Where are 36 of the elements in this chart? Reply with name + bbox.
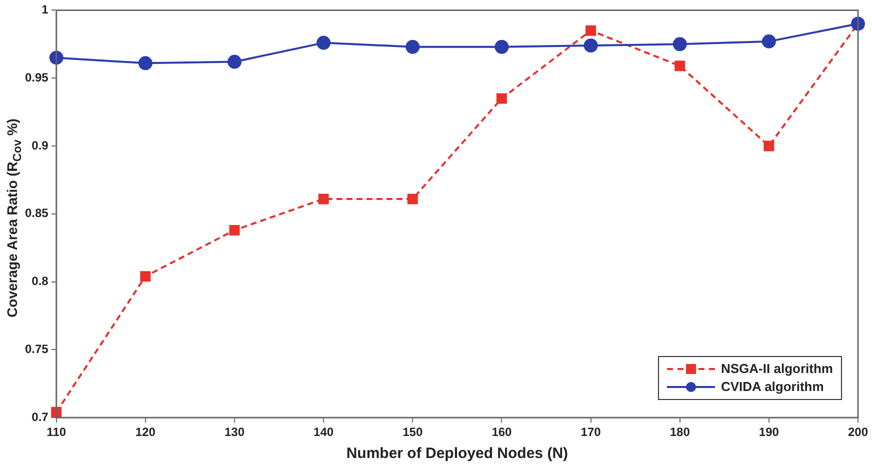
x-tick-label: 130 <box>224 425 245 440</box>
y-tick-label: 0.7 <box>32 410 49 424</box>
x-tick-label: 180 <box>670 425 690 440</box>
y-tick-label: 0.75 <box>24 342 49 356</box>
legend-label: CVIDA algorithm <box>721 379 824 394</box>
point <box>672 37 687 52</box>
point <box>228 54 242 69</box>
point <box>316 36 331 50</box>
point <box>407 194 418 204</box>
x-tick-label: 200 <box>848 425 868 440</box>
x-tick-label: 160 <box>492 425 512 440</box>
y-tick-label: 0.8 <box>32 274 49 288</box>
legend-label: NSGA-II algorithm <box>721 361 833 376</box>
point <box>674 60 686 72</box>
point <box>764 140 774 152</box>
point <box>496 93 507 104</box>
y-tick-label: 0.9 <box>32 138 49 152</box>
x-tick-label: 120 <box>135 425 156 440</box>
y-tick-label: 1 <box>42 2 49 17</box>
point <box>584 38 598 53</box>
point <box>494 40 509 54</box>
point <box>406 40 420 54</box>
point <box>762 34 776 48</box>
point <box>318 194 329 204</box>
point <box>140 271 151 282</box>
x-axis-title: Number of Deployed Nodes (N) <box>346 445 568 462</box>
y-tick-label: 0.85 <box>24 206 49 220</box>
point <box>586 25 596 36</box>
point <box>229 224 240 236</box>
x-tick-label: 170 <box>580 425 602 440</box>
x-tick-label: 110 <box>46 425 66 440</box>
point <box>138 56 152 70</box>
x-tick-label: 150 <box>402 425 423 440</box>
y-tick-label: 0.95 <box>24 70 49 84</box>
x-tick-label: 190 <box>758 425 780 440</box>
x-tick-label: 140 <box>314 425 334 440</box>
